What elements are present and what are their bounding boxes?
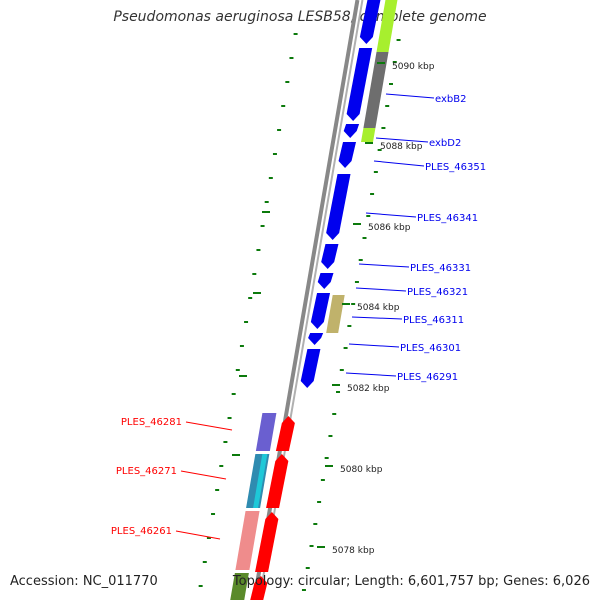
topology-summary: Topology: circular; Length: 6,601,757 bp… [232, 574, 590, 589]
gene-label: PLES_46261 [111, 526, 172, 537]
minus-strand-gene [266, 454, 289, 508]
feature-track-green [376, 0, 398, 52]
feature-track-grey [363, 52, 389, 128]
scale-label: 5082 kbp [347, 384, 390, 394]
feature-track-violet [255, 413, 277, 451]
gene-label: PLES_46321 [407, 287, 468, 298]
plus-strand-gene [326, 174, 351, 240]
gene-label: PLES_46291 [397, 372, 458, 383]
feature-track-moss [230, 573, 249, 600]
feature-track-olive [326, 295, 345, 333]
backbone-line-inner [258, 0, 364, 600]
gene-label: exbB2 [435, 94, 466, 105]
gene-leader-line [373, 160, 425, 167]
gene-label: PLES_46281 [121, 417, 182, 428]
feature-track-green [361, 128, 376, 142]
scale-label: 5088 kbp [380, 142, 423, 152]
gene-label: exbD2 [429, 138, 461, 149]
plus-strand-gene [308, 333, 324, 345]
scale-label: 5090 kbp [392, 62, 435, 72]
feature-track-cyan [253, 454, 268, 508]
gene-leader-line [345, 372, 397, 377]
gene-leader-line [355, 287, 407, 292]
scale-label: 5080 kbp [340, 465, 383, 475]
minus-strand-gene [255, 512, 279, 572]
scale-label: 5084 kbp [357, 303, 400, 313]
gene-leader-line [365, 212, 417, 218]
gene-leader-line [185, 421, 233, 431]
gene-leader-line [375, 137, 429, 143]
plus-strand-gene [343, 124, 360, 138]
gene-label: PLES_46311 [403, 315, 464, 326]
gene-leader-line [180, 470, 227, 480]
gene-leader-line [175, 530, 221, 540]
minus-strand-gene [275, 416, 295, 451]
plus-strand-gene [317, 273, 334, 289]
gene-leader-line [348, 343, 400, 348]
gene-leader-line [351, 316, 403, 320]
gene-label: PLES_46331 [410, 263, 471, 274]
scale-label: 5086 kbp [368, 223, 411, 233]
gene-label: PLES_46351 [425, 162, 486, 173]
plus-strand-gene [359, 0, 381, 44]
accession-label: Accession: NC_011770 [10, 574, 158, 589]
plus-strand-gene [338, 142, 357, 168]
plus-strand-gene [346, 48, 373, 121]
gene-label: PLES_46341 [417, 213, 478, 224]
plus-strand-gene [310, 293, 331, 329]
minus-strand-gene [250, 576, 268, 600]
scale-label: 5078 kbp [332, 546, 375, 556]
gene-label: PLES_46301 [400, 343, 461, 354]
gene-label: PLES_46271 [116, 466, 177, 477]
plus-strand-gene [321, 244, 339, 269]
gene-leader-line [358, 263, 410, 268]
feature-track-pink [235, 511, 260, 570]
gene-leader-line [385, 93, 435, 99]
plus-strand-gene [300, 349, 321, 388]
